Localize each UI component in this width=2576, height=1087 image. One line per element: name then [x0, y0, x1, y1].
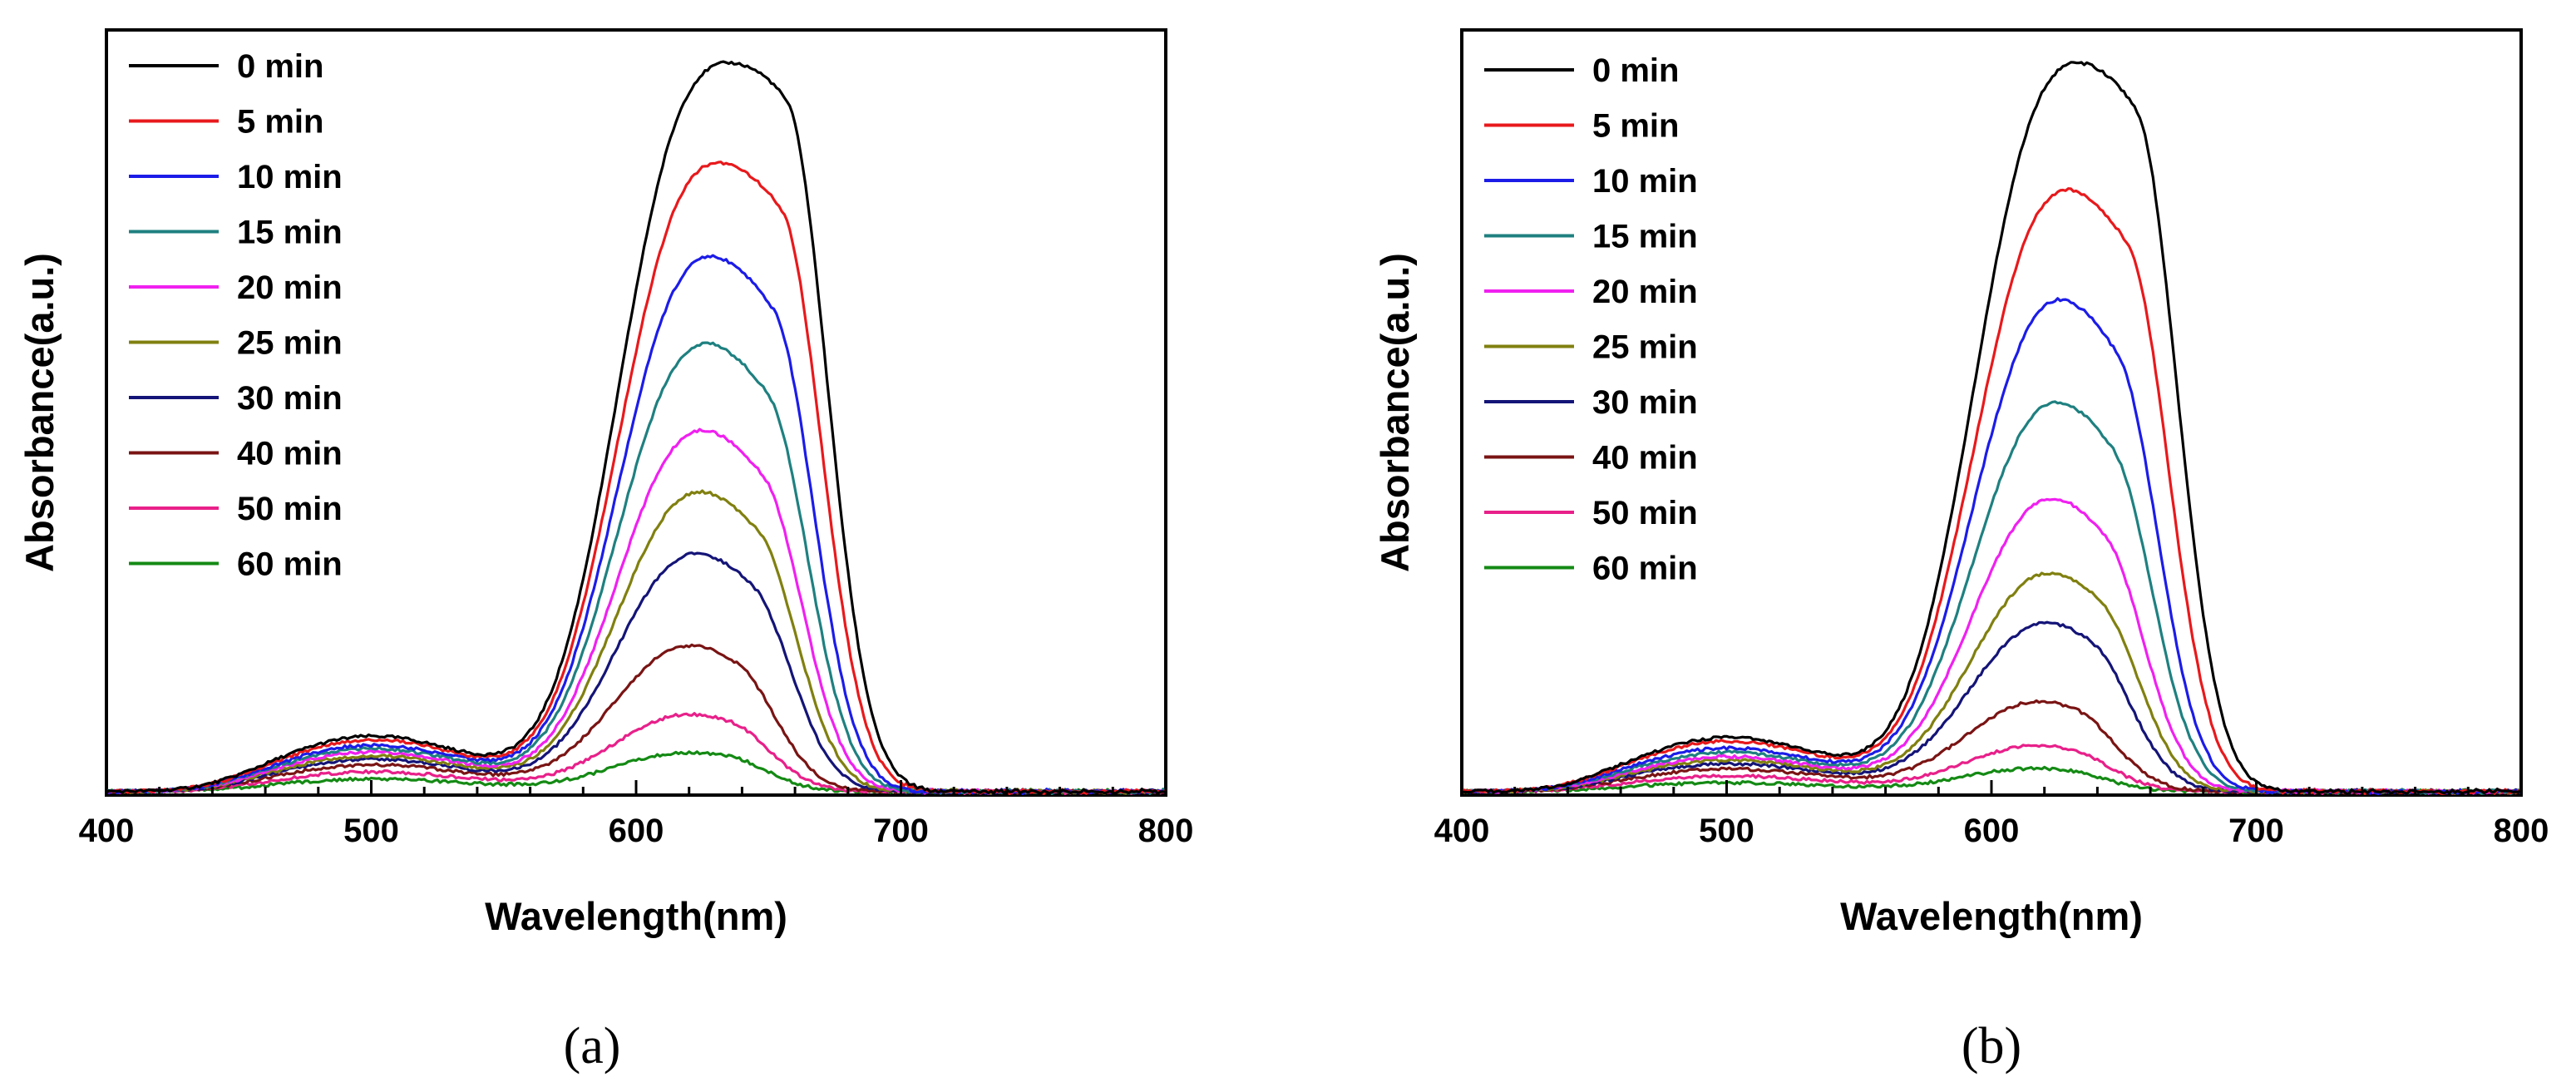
x-tick-label: 400 — [1434, 813, 1490, 849]
legend-label: 15 min — [1592, 219, 1698, 255]
legend-item: 20 min — [1484, 274, 1698, 310]
legend-label: 50 min — [237, 491, 343, 527]
legend-label: 20 min — [1592, 274, 1698, 310]
legend-item: 20 min — [129, 269, 343, 306]
legend-item: 40 min — [1484, 440, 1698, 477]
x-tick-label: 500 — [343, 813, 399, 849]
x-tick-label: 800 — [1138, 813, 1194, 849]
panel-b-legend: 0 min 5 min 10 min 15 min 20 min 25 min 30 min… — [1484, 52, 1698, 587]
x-tick-label: 600 — [609, 813, 664, 849]
legend-item: 15 min — [129, 215, 343, 251]
legend-item: 0 min — [1484, 52, 1679, 89]
series-line-25-min — [1461, 571, 2523, 795]
legend-item: 10 min — [1484, 163, 1698, 200]
legend-label: 5 min — [1592, 108, 1679, 145]
legend-item: 15 min — [1484, 219, 1698, 255]
legend-label: 10 min — [1592, 163, 1698, 200]
panel-b-chart: 400 500 600 700 800 0 min 5 min 10 min 15 min 20… — [1373, 28, 2549, 1075]
legend-item: 30 min — [129, 380, 343, 417]
legend-label: 60 min — [237, 546, 343, 583]
legend-label: 5 min — [237, 104, 323, 141]
legend-label: 15 min — [237, 215, 343, 251]
panel-b-x-axis-title: Wavelength(nm) — [1840, 894, 2143, 938]
series-line-40-min — [1461, 699, 2522, 795]
legend-item: 0 min — [129, 48, 323, 85]
panel-a-x-axis-title: Wavelength(nm) — [485, 894, 787, 938]
x-tick-label: 600 — [1964, 813, 2020, 849]
series-line-20-min — [1461, 497, 2522, 795]
legend-item: 25 min — [1484, 329, 1698, 366]
legend-item: 5 min — [129, 104, 323, 141]
series-line-25-min — [106, 489, 1167, 795]
series-line-30-min — [1460, 620, 2522, 795]
panel-b-x-ticks: 400 500 600 700 800 — [1434, 780, 2549, 849]
panel-a-chart: 400 500 600 700 800 0 min 5 min 10 min 15 min 20… — [17, 28, 1194, 1075]
legend-item: 25 min — [129, 325, 343, 362]
panel-a-y-axis-title: Absorbance(a.u.) — [17, 253, 62, 572]
legend-label: 40 min — [1592, 440, 1698, 477]
panel-b-y-axis-title: Absorbance(a.u.) — [1373, 253, 1417, 572]
legend-item: 5 min — [1484, 108, 1679, 145]
legend-item: 30 min — [1484, 384, 1698, 421]
legend-label: 25 min — [237, 325, 343, 362]
panel-a-legend: 0 min 5 min 10 min 15 min 20 min 25 min 30 min… — [129, 48, 343, 583]
x-tick-label: 700 — [2228, 813, 2284, 849]
panel-a-x-ticks: 400 500 600 700 800 — [79, 780, 1194, 849]
legend-item: 50 min — [129, 491, 343, 527]
x-tick-label: 700 — [873, 813, 929, 849]
x-tick-label: 500 — [1699, 813, 1754, 849]
legend-item: 60 min — [1484, 551, 1698, 587]
legend-item: 50 min — [1484, 495, 1698, 531]
legend-label: 50 min — [1592, 495, 1698, 531]
panel-b-label: (b) — [1962, 1018, 2021, 1075]
legend-item: 10 min — [129, 159, 343, 195]
panel-a-series-group — [106, 60, 1167, 796]
series-line-5-min — [106, 161, 1167, 796]
series-line-30-min — [106, 551, 1167, 796]
series-line-0-min — [1461, 61, 2522, 795]
legend-label: 10 min — [237, 159, 343, 195]
legend-label: 0 min — [1592, 52, 1679, 89]
legend-label: 20 min — [237, 269, 343, 306]
legend-label: 0 min — [237, 48, 323, 85]
panel-b-series-group — [1460, 61, 2523, 796]
legend-item: 40 min — [129, 436, 343, 472]
series-line-0-min — [106, 60, 1167, 795]
panel-a-label: (a) — [564, 1018, 621, 1075]
legend-label: 30 min — [237, 380, 343, 417]
legend-label: 60 min — [1592, 551, 1698, 587]
legend-label: 30 min — [1592, 384, 1698, 421]
legend-label: 40 min — [237, 436, 343, 472]
legend-label: 25 min — [1592, 329, 1698, 366]
x-tick-label: 400 — [79, 813, 135, 849]
series-line-10-min — [1461, 297, 2522, 796]
x-tick-label: 800 — [2494, 813, 2549, 849]
legend-item: 60 min — [129, 546, 343, 583]
